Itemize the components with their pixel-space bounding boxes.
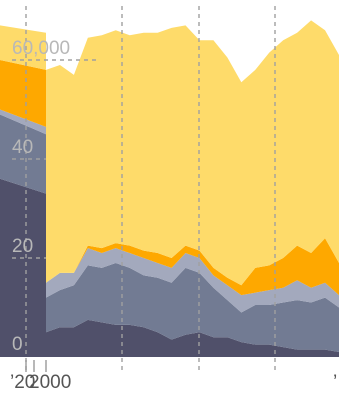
main-area-series-2 bbox=[46, 262, 339, 353]
x-tick-label-apostrophe: ’ bbox=[333, 372, 337, 393]
main-panel-areas bbox=[46, 20, 339, 357]
left-area-series-4 bbox=[0, 60, 46, 127]
left-area-series-5 bbox=[0, 25, 46, 70]
main-area-series-3 bbox=[46, 248, 339, 313]
left-area-series-3 bbox=[0, 109, 46, 135]
left-area-series-1 bbox=[0, 178, 46, 357]
main-area-series-1 bbox=[46, 319, 339, 357]
gridlines bbox=[12, 6, 276, 374]
y-axis-ticks: 0 20 40 60,000 bbox=[12, 38, 70, 355]
x-tick-label-2000: 2000 bbox=[29, 372, 71, 393]
y-tick-label-20: 20 bbox=[12, 236, 33, 257]
main-area-series-4 bbox=[46, 238, 339, 296]
y-tick-label-40: 40 bbox=[12, 137, 33, 158]
x-tick-label-apostrophe-20: ’20 bbox=[10, 372, 35, 393]
y-tick-label-60000: 60,000 bbox=[12, 38, 70, 59]
left-area-series-2 bbox=[0, 114, 46, 194]
x-axis-ticks: ’20 2000 ’ bbox=[10, 372, 337, 393]
main-area-series-5 bbox=[46, 20, 339, 286]
y-tick-label-0: 0 bbox=[12, 334, 23, 355]
left-panel-areas bbox=[0, 25, 46, 357]
